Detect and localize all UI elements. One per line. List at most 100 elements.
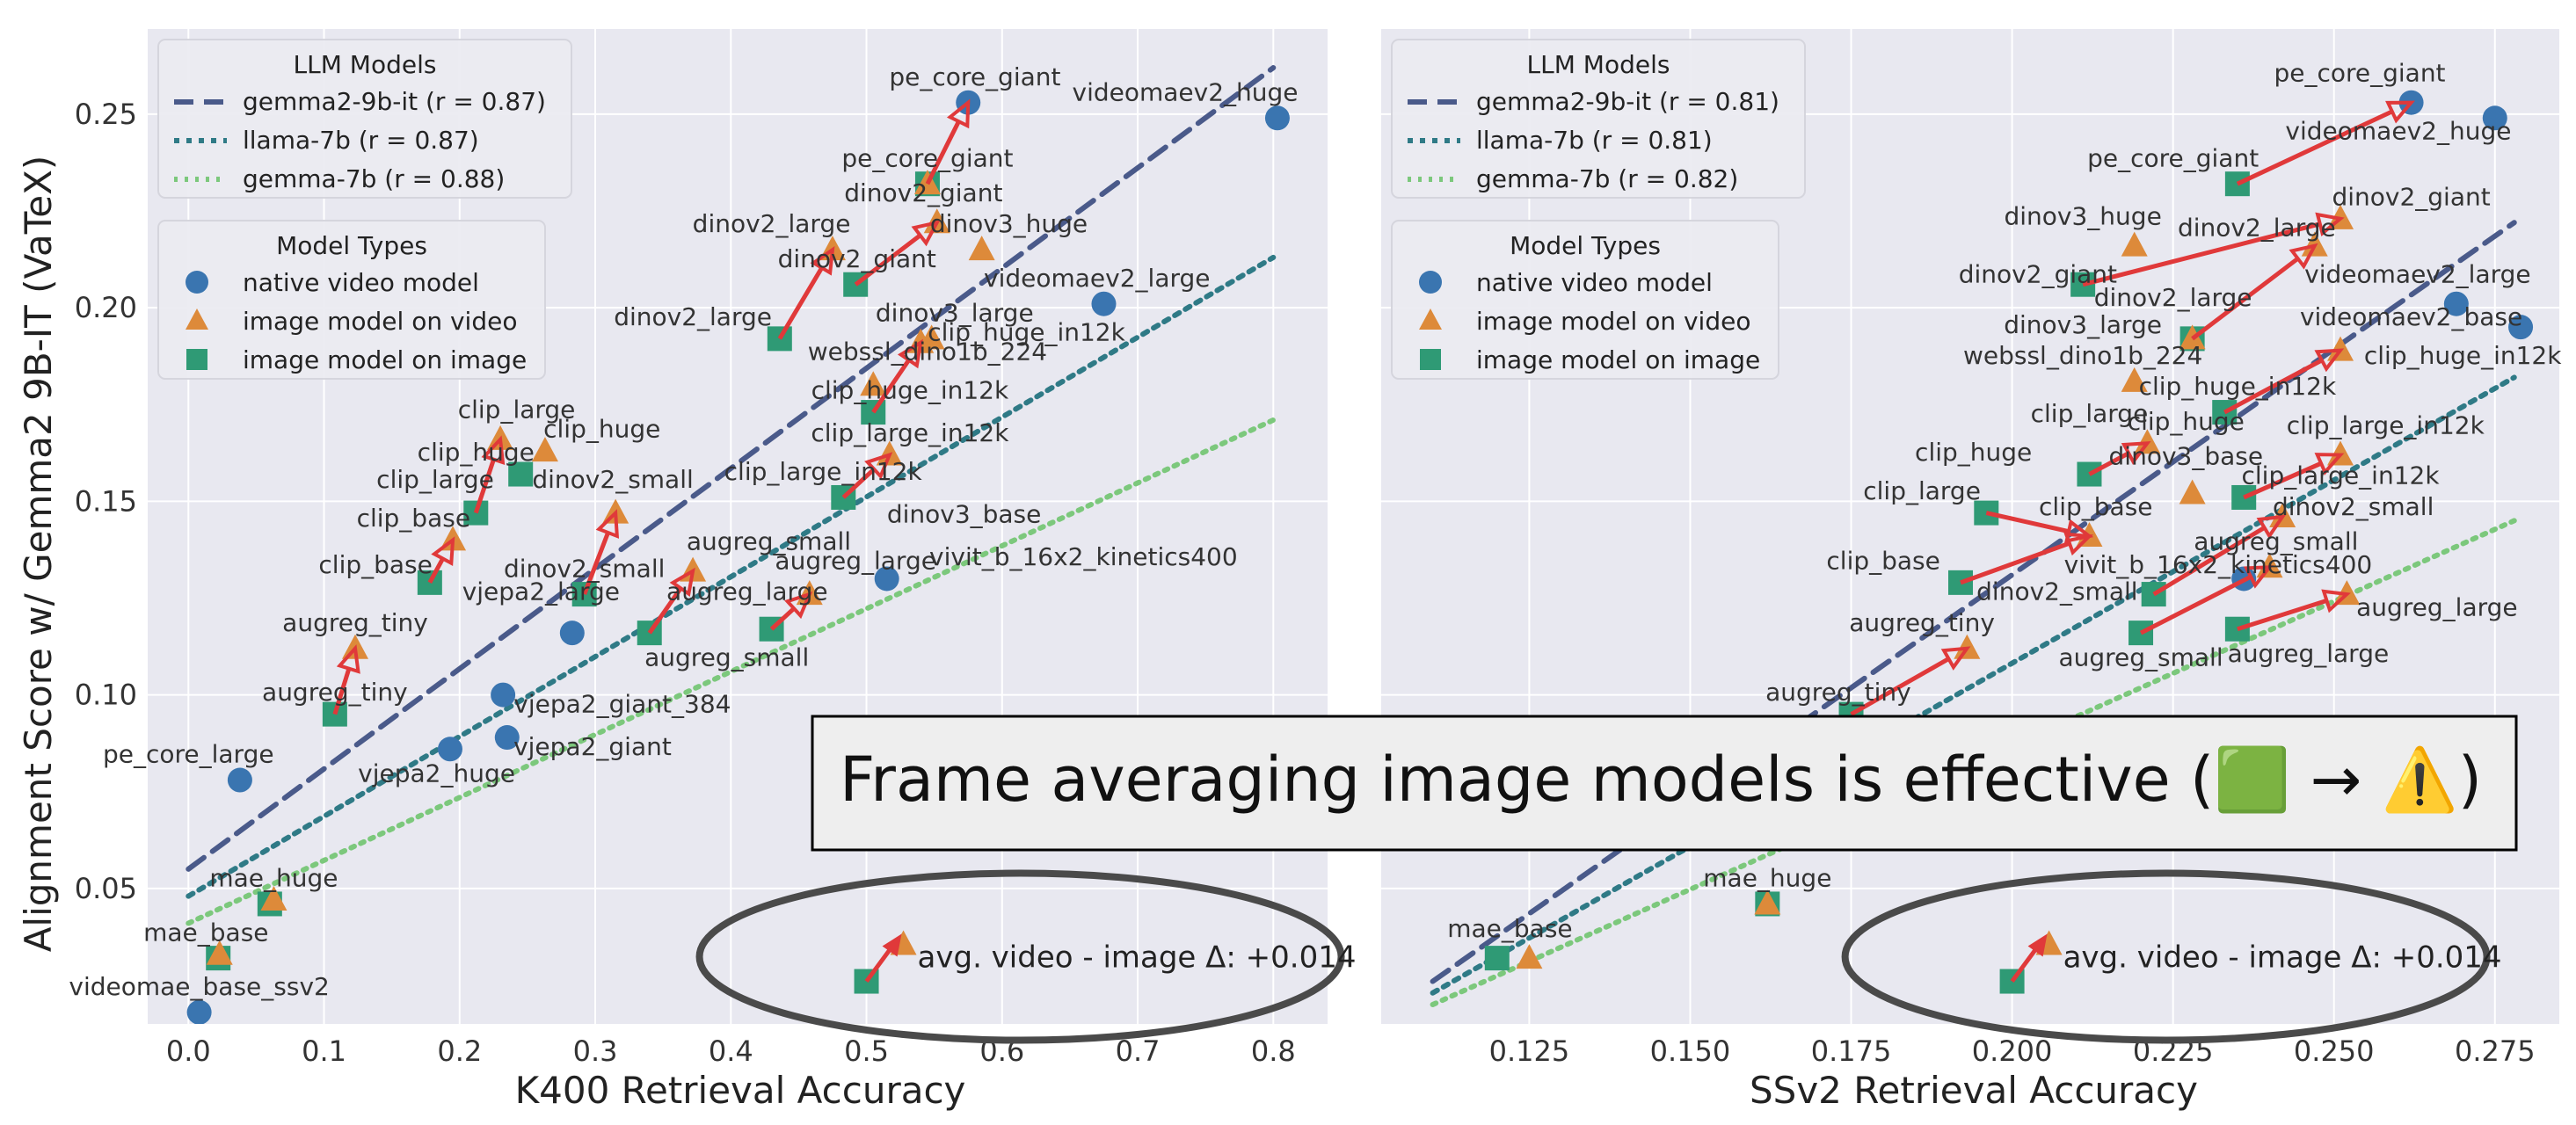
annotation-arrowhead xyxy=(2027,933,2048,957)
point-label: augreg_tiny xyxy=(282,608,428,637)
native-video-marker xyxy=(1091,291,1117,316)
point-label: clip_base xyxy=(357,504,470,533)
shift-arrow xyxy=(647,586,683,635)
shift-arrow xyxy=(777,266,824,340)
point-label: vjepa2_giant_384 xyxy=(513,689,731,718)
point-label: videomaev2_large xyxy=(2304,260,2530,289)
point-label: webssl_dino1b_224 xyxy=(1963,341,2202,370)
point-label: pe_core_giant xyxy=(2274,58,2445,87)
x-tick-label: 0.4 xyxy=(709,1034,753,1068)
legend-llm-entry: llama-7b (r = 0.81) xyxy=(1476,126,1713,155)
shift-arrow xyxy=(871,359,911,414)
point-label: vivit_b_16x2_kinetics400 xyxy=(2064,550,2373,579)
x-tick-label: 0.275 xyxy=(2455,1034,2536,1068)
point-label: vjepa2_giant xyxy=(513,732,672,761)
point-label: dinov3_huge xyxy=(930,209,1088,238)
point-label: clip_huge_in12k xyxy=(811,376,1009,405)
x-tick-label: 0.3 xyxy=(573,1034,618,1068)
point-label: dinov2_small xyxy=(1976,577,2137,606)
point-label: pe_core_giant xyxy=(841,143,1013,172)
x-axis-title-k400: K400 Retrieval Accuracy xyxy=(515,1069,966,1112)
annotation-oval xyxy=(1841,869,2491,1044)
point-label: clip_large xyxy=(376,465,494,494)
shift-arrowhead xyxy=(481,435,506,466)
point-label: clip_large_in12k xyxy=(2287,410,2485,439)
point-label: augreg_small xyxy=(2058,643,2223,672)
point-label: dinov2_large xyxy=(2178,214,2336,243)
image-on-video-marker xyxy=(2121,231,2148,257)
shift-arrowhead xyxy=(2256,514,2287,540)
legend-image-video-swatch xyxy=(186,308,208,330)
legend-types-entry: native video model xyxy=(1476,268,1713,297)
banner: Frame averaging image models is effectiv… xyxy=(811,715,2518,852)
point-label: clip_base xyxy=(318,550,432,579)
banner-box xyxy=(811,715,2518,852)
shift-arrow xyxy=(1960,541,2070,585)
shift-arrowhead xyxy=(2063,519,2094,544)
point-label: mae_huge xyxy=(209,864,338,893)
shift-arrow xyxy=(1850,657,1950,716)
point-label: dinov2_giant xyxy=(2332,182,2490,211)
shift-arrowhead xyxy=(1940,646,1971,671)
shift-arrow xyxy=(2236,109,2393,186)
legend-image-image-swatch xyxy=(1420,349,1441,370)
legend-image-video-swatch xyxy=(1419,308,1442,330)
fit-line xyxy=(186,65,1277,872)
shift-arrowhead xyxy=(336,644,360,674)
point-label: webssl_dino1b_224 xyxy=(808,338,1047,367)
shift-arrowhead xyxy=(864,452,893,480)
image-on-video-marker xyxy=(1516,944,1543,969)
shift-arrow xyxy=(2139,574,2252,635)
x-tick-label: 0.8 xyxy=(1251,1034,1296,1068)
point-label: dinov3_large xyxy=(876,299,1034,328)
point-label: clip_huge xyxy=(418,438,535,467)
shift-arrow xyxy=(427,557,445,584)
shift-arrow xyxy=(2237,598,2328,632)
point-label: mae_base xyxy=(1447,914,1572,943)
native-video-marker xyxy=(2443,291,2469,316)
shift-arrowhead xyxy=(2121,441,2151,466)
shift-arrow xyxy=(2243,461,2323,500)
point-label: augreg_tiny xyxy=(262,678,408,707)
x-tick-label: 0.2 xyxy=(437,1034,482,1068)
shift-arrow xyxy=(582,532,610,595)
native-video-marker xyxy=(494,725,520,751)
annotation-oval xyxy=(695,869,1345,1044)
point-label: dinov2_small xyxy=(532,465,693,494)
chart-panel-k400: 0.0 0.1 0.2 0.3 0.4 0.5 0.6 0.7 0.80.050.100.150… xyxy=(69,29,1357,1068)
fit-line xyxy=(186,254,1277,899)
native-video-marker xyxy=(559,621,585,646)
annotation-text: avg. video - image Δ: +0.014 xyxy=(918,940,1357,976)
x-tick-label: 0.125 xyxy=(1489,1034,1570,1068)
shift-arrow xyxy=(2088,451,2130,476)
shift-arrowhead xyxy=(431,536,455,567)
legend-llm-entry: gemma-7b (r = 0.88) xyxy=(243,164,505,193)
point-label: vivit_b_16x2_kinetics400 xyxy=(929,542,1238,571)
point-label: clip_large_in12k xyxy=(724,457,923,486)
shift-arrow xyxy=(925,120,961,185)
point-label: augreg_small xyxy=(2194,526,2358,555)
point-label: dinov3_huge xyxy=(2004,201,2161,230)
point-label: clip_large_in12k xyxy=(811,418,1009,447)
legend-types-title: Model Types xyxy=(276,231,427,260)
shift-arrow xyxy=(2191,257,2300,341)
x-tick-label: 0.200 xyxy=(1972,1034,2053,1068)
point-label: clip_base xyxy=(1826,546,1939,575)
image-on-video-marker xyxy=(968,236,995,261)
native-video-marker xyxy=(186,999,212,1024)
chart-panel-ssv2: 0.125 0.150 0.175 0.200 0.225 0.250 0.275pe_co… xyxy=(1381,29,2562,1068)
annotation-text: avg. video - image Δ: +0.014 xyxy=(2063,940,2502,976)
point-label: vjepa2_huge xyxy=(358,759,515,788)
point-label: augreg_large xyxy=(2356,592,2518,621)
image-on-video-marker xyxy=(2121,367,2148,392)
point-label: dinov2_small xyxy=(2273,492,2434,521)
legend-types-entry: image model on image xyxy=(1476,345,1760,374)
point-label: videomaev2_large xyxy=(984,264,1210,293)
shift-arrowhead xyxy=(669,567,695,598)
x-tick-label: 0.0 xyxy=(166,1034,211,1068)
point-label: clip_huge_in12k xyxy=(928,318,1125,347)
point-label: augreg_small xyxy=(687,526,851,555)
shift-arrow xyxy=(2082,221,2321,287)
native-video-marker xyxy=(874,566,899,592)
image-on-video-marker xyxy=(2179,479,2206,504)
